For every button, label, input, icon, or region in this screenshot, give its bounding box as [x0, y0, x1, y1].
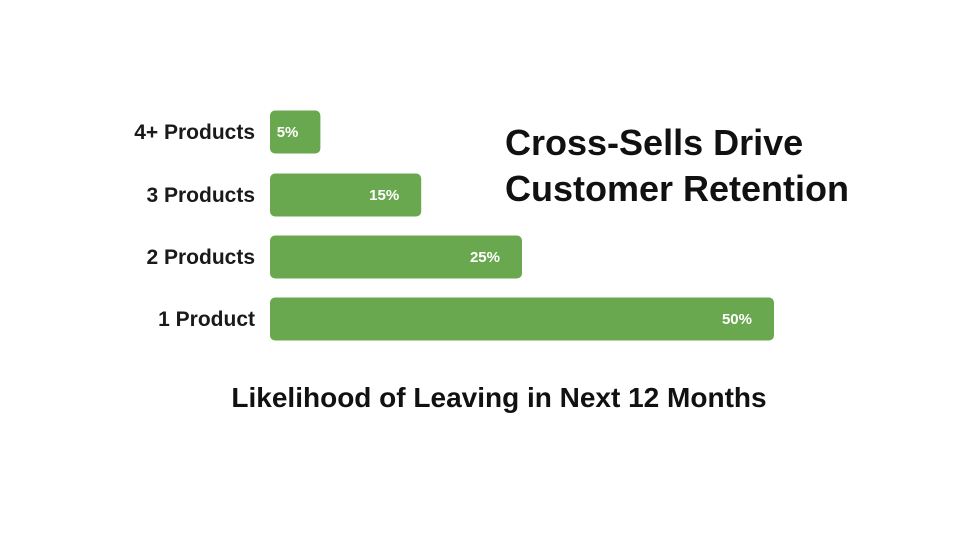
value-label-0: 5%	[277, 124, 299, 141]
value-label-3: 50%	[722, 311, 752, 328]
category-label-3: 1 Product	[158, 308, 255, 331]
category-label-2: 2 Products	[146, 246, 255, 269]
value-label-2: 25%	[470, 249, 500, 266]
category-label-1: 3 Products	[146, 184, 255, 207]
bar-1	[270, 173, 422, 217]
bar-row-3: 1 Product 50%	[158, 297, 774, 341]
bar-row-0: 4+ Products 5%	[134, 110, 321, 154]
chart-title-line-1: Cross-Sells Drive	[505, 122, 804, 163]
category-label-0: 4+ Products	[134, 121, 255, 144]
chart-title-line-2: Customer Retention	[505, 168, 850, 209]
chart-title: Cross-Sells Drive Customer Retention	[505, 120, 925, 212]
x-axis-label: Likelihood of Leaving in Next 12 Months	[231, 382, 767, 413]
value-label-1: 15%	[369, 187, 399, 204]
bar-3	[270, 297, 774, 341]
bar-row-2: 2 Products 25%	[146, 235, 522, 279]
bar-0	[270, 110, 321, 154]
bar-row-1: 3 Products 15%	[146, 173, 422, 217]
bar-2	[270, 235, 522, 279]
